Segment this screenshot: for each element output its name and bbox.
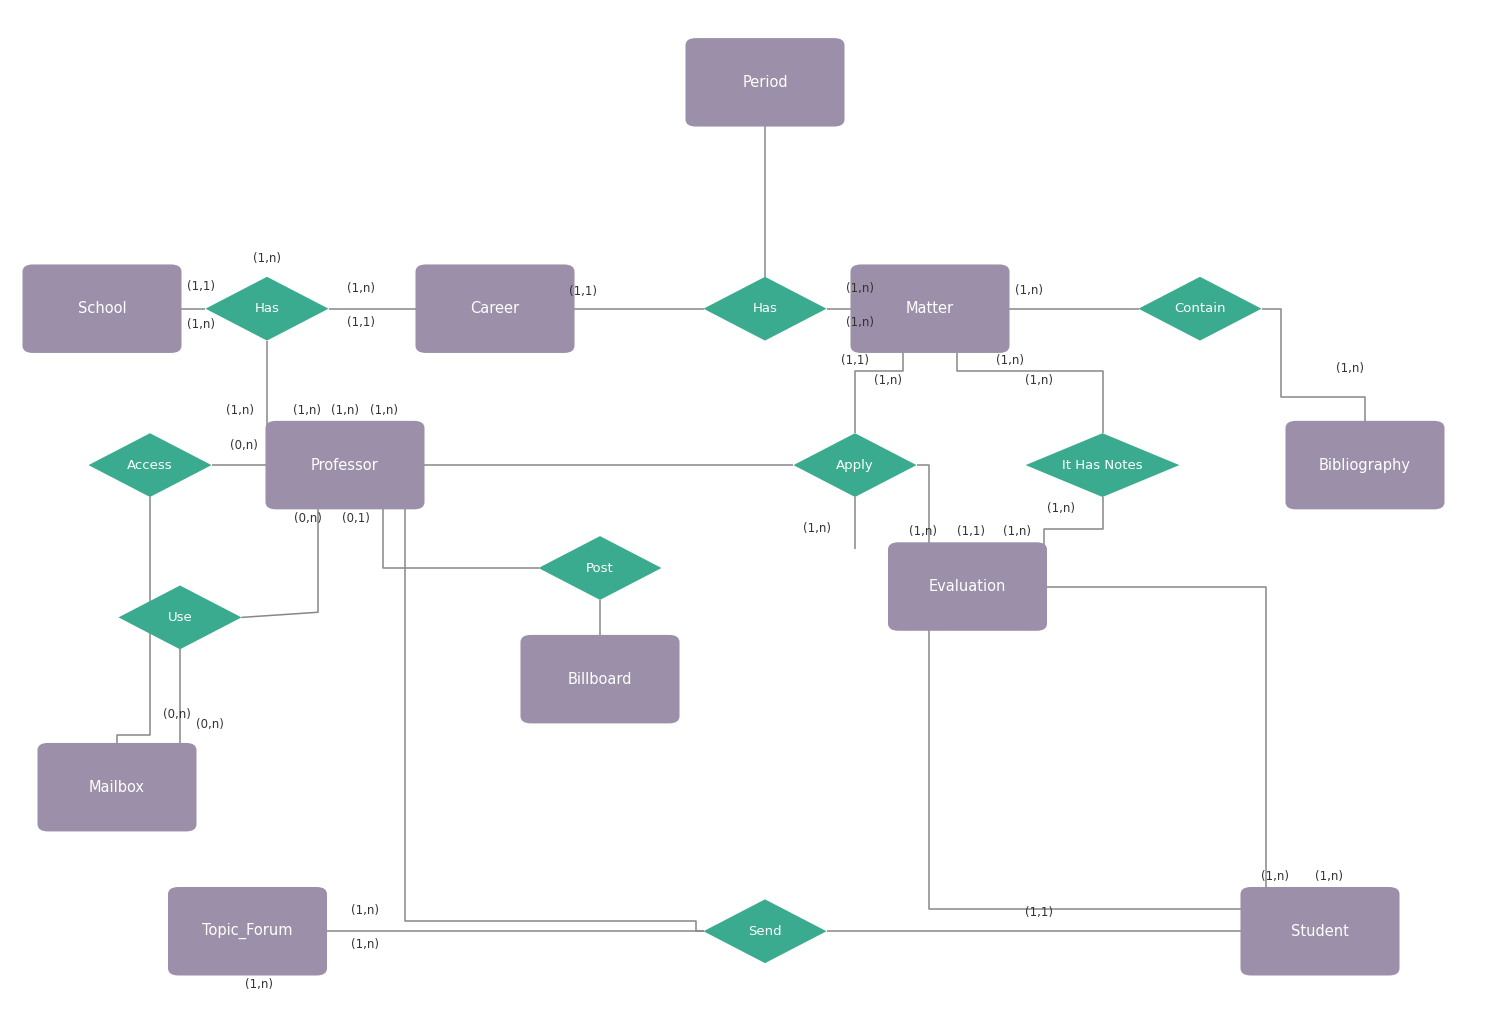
Text: (1,n): (1,n) (846, 282, 873, 294)
Text: Evaluation: Evaluation (928, 579, 1007, 594)
Text: Billboard: Billboard (567, 672, 633, 686)
Text: Matter: Matter (906, 301, 954, 316)
Text: (0,n): (0,n) (164, 708, 190, 720)
Text: Career: Career (471, 301, 519, 316)
Text: (1,n): (1,n) (846, 316, 873, 328)
Text: Contain: Contain (1174, 303, 1225, 315)
Text: (1,n): (1,n) (332, 404, 358, 417)
Text: Professor: Professor (310, 458, 380, 472)
Text: Has: Has (255, 303, 279, 315)
FancyBboxPatch shape (416, 264, 574, 353)
Polygon shape (704, 277, 827, 341)
Text: (1,n): (1,n) (1004, 526, 1031, 538)
Text: (0,n): (0,n) (294, 512, 321, 525)
Text: Send: Send (748, 925, 782, 937)
FancyBboxPatch shape (1240, 887, 1400, 975)
Text: (1,n): (1,n) (1016, 284, 1042, 296)
FancyBboxPatch shape (520, 635, 680, 723)
FancyBboxPatch shape (1286, 421, 1444, 509)
FancyBboxPatch shape (22, 264, 182, 353)
Text: (1,n): (1,n) (874, 375, 902, 387)
Text: (1,1): (1,1) (1024, 907, 1053, 919)
Text: (1,n): (1,n) (370, 404, 398, 417)
Text: (1,n): (1,n) (804, 523, 831, 535)
Text: (1,1): (1,1) (842, 354, 868, 366)
FancyBboxPatch shape (38, 743, 197, 831)
Text: (1,1): (1,1) (348, 316, 375, 328)
Text: School: School (78, 301, 126, 316)
FancyBboxPatch shape (850, 264, 1010, 353)
Text: Student: Student (1292, 924, 1348, 938)
Text: (0,1): (0,1) (342, 512, 369, 525)
Text: (1,n): (1,n) (246, 979, 273, 991)
Text: (1,1): (1,1) (570, 285, 597, 297)
Text: (1,n): (1,n) (348, 282, 375, 294)
Text: (1,1): (1,1) (188, 280, 214, 292)
Polygon shape (1138, 277, 1262, 341)
Polygon shape (206, 277, 328, 341)
Polygon shape (1026, 433, 1179, 497)
Text: (1,n): (1,n) (294, 404, 321, 417)
Text: (1,n): (1,n) (996, 354, 1023, 366)
Text: (1,n): (1,n) (188, 318, 214, 330)
Text: (1,n): (1,n) (1262, 871, 1288, 883)
Text: (1,n): (1,n) (1336, 362, 1364, 375)
Text: Use: Use (168, 611, 192, 624)
Polygon shape (538, 536, 662, 600)
Polygon shape (704, 899, 827, 963)
FancyBboxPatch shape (266, 421, 424, 509)
Text: Mailbox: Mailbox (88, 780, 146, 794)
Text: (0,n): (0,n) (196, 718, 223, 731)
Text: It Has Notes: It Has Notes (1062, 459, 1143, 471)
Text: (1,n): (1,n) (909, 526, 936, 538)
Text: (1,n): (1,n) (254, 252, 280, 264)
Text: (1,1): (1,1) (957, 526, 984, 538)
Text: Bibliography: Bibliography (1318, 458, 1412, 472)
Text: (1,n): (1,n) (351, 904, 378, 917)
Text: Period: Period (742, 75, 788, 90)
Polygon shape (794, 433, 916, 497)
Text: Post: Post (586, 562, 613, 574)
Text: Apply: Apply (836, 459, 874, 471)
Text: Has: Has (753, 303, 777, 315)
Text: (1,n): (1,n) (351, 938, 378, 951)
FancyBboxPatch shape (168, 887, 327, 975)
Text: (0,n): (0,n) (230, 439, 258, 452)
FancyBboxPatch shape (686, 38, 844, 127)
Text: (1,n): (1,n) (1026, 375, 1053, 387)
FancyBboxPatch shape (888, 542, 1047, 631)
Text: (1,n): (1,n) (1047, 502, 1074, 514)
Text: Access: Access (128, 459, 172, 471)
Polygon shape (118, 586, 242, 649)
Text: (1,n): (1,n) (1316, 871, 1342, 883)
Polygon shape (88, 433, 212, 497)
Text: (1,n): (1,n) (226, 404, 254, 417)
Text: Topic_Forum: Topic_Forum (202, 923, 292, 939)
